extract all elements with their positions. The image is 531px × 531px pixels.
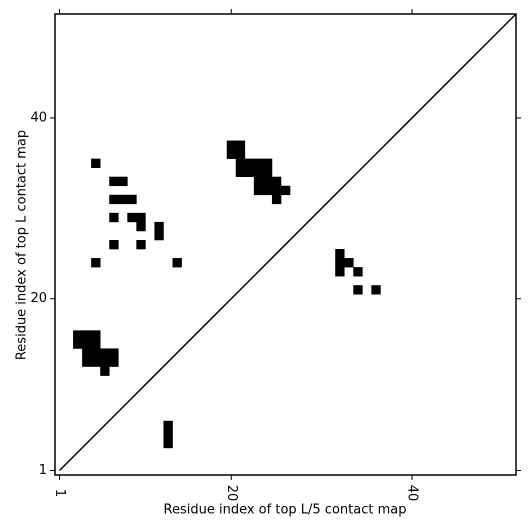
contact-cell xyxy=(91,357,101,367)
contact-cell xyxy=(262,167,273,178)
contact-cell xyxy=(262,158,273,168)
x-tick-label: 20 xyxy=(224,485,239,502)
contact-cell xyxy=(73,339,83,349)
contact-cell xyxy=(109,239,119,250)
contact-cell xyxy=(253,176,264,187)
contact-cell xyxy=(271,176,282,187)
contact-cell xyxy=(82,357,92,367)
contact-cell xyxy=(163,429,173,440)
contact-cell xyxy=(82,330,92,340)
contact-cell xyxy=(109,348,119,358)
contact-cell xyxy=(253,167,264,178)
contact-cell xyxy=(235,167,246,178)
contact-cell xyxy=(344,258,354,268)
contact-cell xyxy=(262,176,273,187)
contact-cell xyxy=(91,258,101,268)
contact-cell xyxy=(262,185,273,196)
contact-cell xyxy=(91,158,101,168)
contact-cell xyxy=(253,185,264,196)
contact-cell xyxy=(91,339,101,349)
contact-cell xyxy=(100,366,110,376)
contact-cell xyxy=(109,212,119,223)
x-tick-label: 40 xyxy=(405,485,420,502)
contact-cell xyxy=(226,149,237,159)
contact-cell xyxy=(163,420,173,431)
y-tick-label: 20 xyxy=(30,291,47,306)
contact-cell xyxy=(280,185,291,196)
contact-cell xyxy=(100,348,110,358)
y-tick-label: 1 xyxy=(39,463,47,478)
contact-cell xyxy=(235,140,246,150)
y-tick-label: 40 xyxy=(30,110,47,125)
contact-cell xyxy=(235,149,246,159)
contact-cell xyxy=(109,357,119,367)
contact-cell xyxy=(271,185,282,196)
contact-cell xyxy=(371,285,381,295)
x-axis-label: Residue index of top L/5 contact map xyxy=(164,503,407,518)
contact-cell xyxy=(82,348,92,358)
contact-cell xyxy=(109,176,119,187)
contact-cell xyxy=(154,230,164,241)
contact-cell xyxy=(136,212,146,223)
contact-cell xyxy=(73,330,83,340)
x-tick-label: 1 xyxy=(52,489,67,497)
contact-cell xyxy=(244,158,255,168)
contact-cell xyxy=(271,194,282,205)
contact-cell xyxy=(353,267,363,277)
contact-cell xyxy=(127,194,137,205)
contact-cell xyxy=(335,258,345,268)
contact-cell xyxy=(226,140,237,150)
contact-cell xyxy=(244,167,255,178)
contact-cell xyxy=(118,194,128,205)
contact-cell xyxy=(91,330,101,340)
contact-cell xyxy=(91,348,101,358)
contact-cell xyxy=(172,258,182,268)
contact-cell xyxy=(82,339,92,349)
y-axis-label: Residue index of top L contact map xyxy=(15,130,30,360)
contact-cell xyxy=(118,176,128,187)
contact-cell xyxy=(163,438,173,449)
contact-cell xyxy=(109,194,119,205)
contact-cell xyxy=(335,249,345,259)
contact-cell xyxy=(353,285,363,295)
contact-cell xyxy=(235,158,246,168)
contact-cell xyxy=(335,267,345,277)
contact-cell xyxy=(154,221,164,232)
contact-cell xyxy=(127,212,137,223)
diagonal-line xyxy=(58,13,517,472)
plot-frame xyxy=(54,13,517,476)
contact-cell xyxy=(100,357,110,367)
contact-cell xyxy=(136,221,146,232)
contact-cell xyxy=(136,239,146,250)
contact-cell xyxy=(253,158,264,168)
